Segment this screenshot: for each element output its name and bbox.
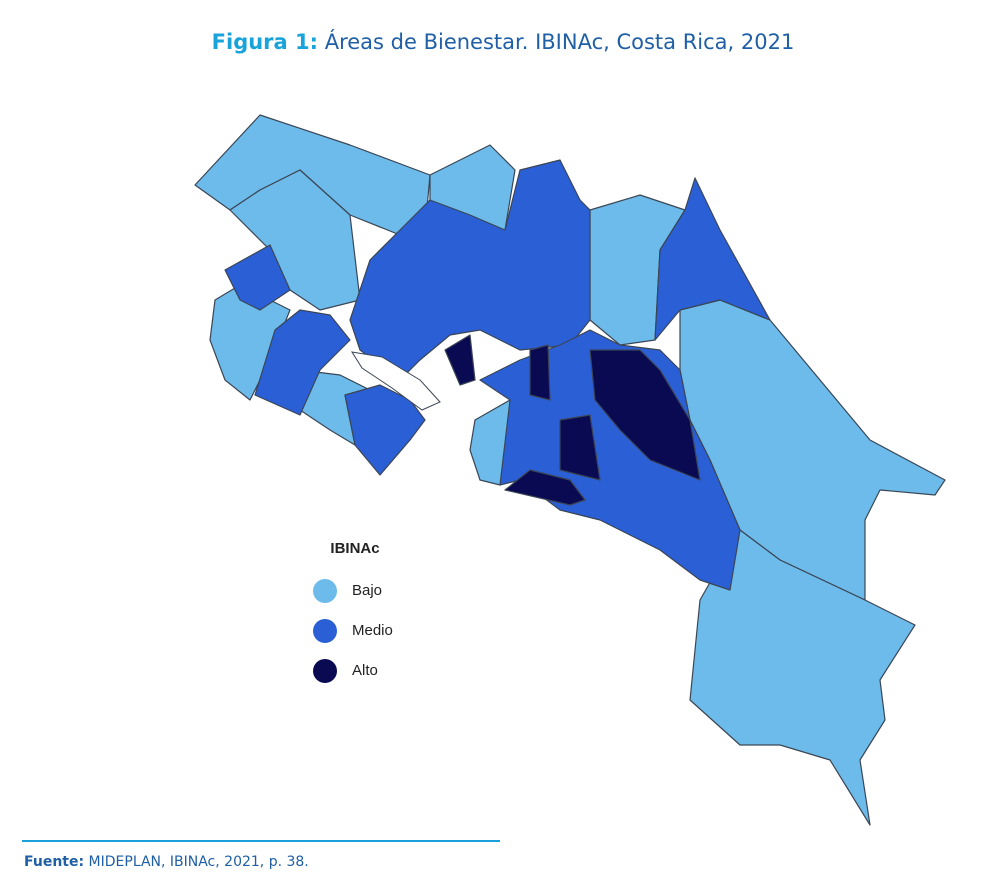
legend: IBINAc Bajo Medio Alto xyxy=(313,540,393,683)
source: Fuente: MIDEPLAN, IBINAc, 2021, p. 38. xyxy=(24,854,309,870)
title-label: Figura 1: xyxy=(211,30,319,54)
source-text: MIDEPLAN, IBINAc, 2021, p. 38. xyxy=(88,854,309,870)
region xyxy=(689,529,916,826)
region xyxy=(504,469,586,506)
divider xyxy=(22,840,500,842)
region xyxy=(654,177,771,341)
title: Figura 1: Áreas de Bienestar. IBINAc, Co… xyxy=(0,30,1006,54)
legend-swatch xyxy=(313,579,337,603)
legend-swatch xyxy=(313,659,337,683)
title-text: Áreas de Bienestar. IBINAc, Costa Rica, … xyxy=(324,30,795,54)
legend-label: Alto xyxy=(352,662,378,679)
region xyxy=(224,244,291,311)
region xyxy=(589,349,701,481)
region xyxy=(254,309,351,416)
source-label: Fuente: xyxy=(24,854,85,870)
regions xyxy=(194,114,946,826)
region xyxy=(444,334,476,386)
legend-label: Medio xyxy=(352,622,393,639)
legend-title: IBINAc xyxy=(330,540,379,557)
region xyxy=(559,414,601,481)
gulf xyxy=(350,351,441,411)
region xyxy=(344,384,426,476)
legend-label: Bajo xyxy=(352,582,382,599)
region xyxy=(349,159,591,381)
legend-swatch xyxy=(313,619,337,643)
region xyxy=(529,344,551,401)
